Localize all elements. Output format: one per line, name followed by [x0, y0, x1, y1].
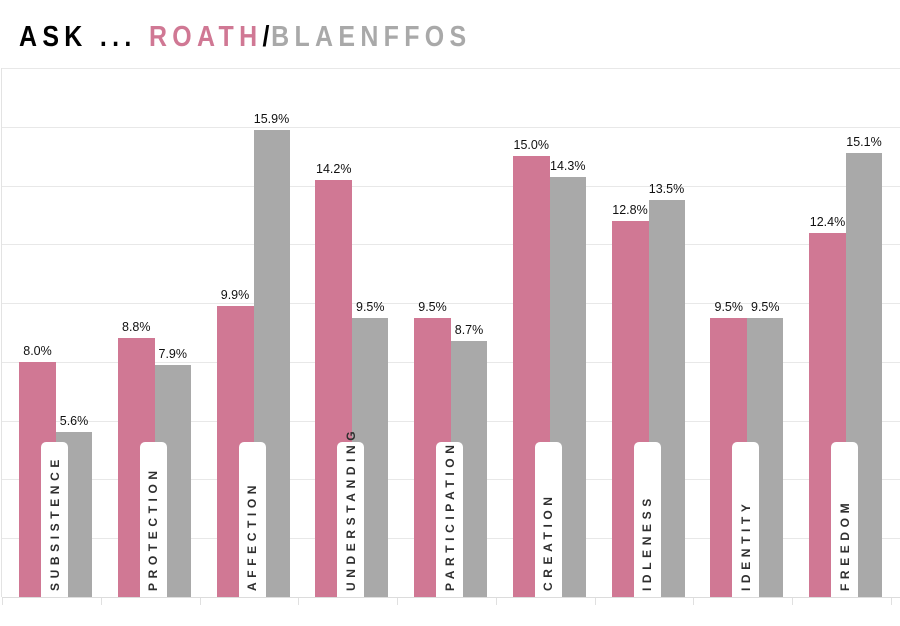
x-axis-tick: [890, 598, 892, 605]
category-label-protection: PROTECTION: [139, 442, 167, 597]
category-label-affection: AFFECTION: [238, 442, 266, 597]
title-separator: /: [262, 21, 272, 53]
x-axis-tick: [792, 598, 793, 605]
x-axis-tick: [298, 598, 300, 605]
category-label-idleness: IDLENESS: [633, 442, 661, 597]
data-label: 9.5%: [751, 299, 780, 314]
x-axis-tick: [199, 598, 201, 605]
category-label-text: UNDERSTANDING: [343, 426, 358, 591]
data-label: 12.4%: [809, 214, 846, 229]
data-label: 14.2%: [316, 161, 352, 176]
title-prefix: ASK ...: [19, 21, 149, 53]
category-label-subsistence: SUBSISTENCE: [41, 442, 68, 597]
category-label-freedom: FREEDOM: [831, 442, 858, 597]
data-label: 15.9%: [253, 111, 290, 126]
x-axis-tick: [594, 598, 596, 605]
data-label: 8.7%: [454, 323, 484, 338]
category-label-creation: CREATION: [534, 442, 562, 597]
category-label-text: IDLENESS: [640, 494, 654, 591]
category-label-text: CREATION: [541, 492, 556, 591]
data-label: 14.3%: [550, 158, 586, 173]
data-label: 9.9%: [220, 288, 250, 303]
x-axis-tick: [2, 598, 3, 605]
category-label-understanding: UNDERSTANDING: [337, 427, 365, 597]
x-axis-tick: [693, 598, 695, 605]
data-label: 9.5%: [418, 299, 447, 314]
data-label: 13.5%: [648, 182, 685, 197]
data-label: 7.9%: [158, 346, 188, 361]
gridline: [2, 126, 900, 128]
x-axis-tick: [397, 598, 398, 605]
title-series-blaenffos: BLAENFFOS: [271, 21, 472, 53]
data-label: 15.0%: [513, 138, 549, 153]
title-series-roath: ROATH: [148, 21, 263, 53]
category-label-participation: PARTICIPATION: [436, 440, 463, 597]
x-axis-baseline: [2, 597, 900, 598]
data-label: 9.5%: [356, 299, 385, 314]
data-label: 15.1%: [846, 135, 882, 150]
data-label: 8.8%: [122, 320, 151, 335]
gridline: [2, 68, 900, 69]
category-label-text: PARTICIPATION: [442, 440, 457, 591]
data-label: 12.8%: [612, 202, 648, 217]
gridline: [2, 185, 900, 187]
category-label-text: SUBSISTENCE: [47, 455, 62, 591]
data-label: 5.6%: [59, 414, 89, 429]
category-label-identity: IDENTITY: [732, 442, 760, 597]
gridline: [2, 303, 900, 305]
data-label: 9.5%: [714, 299, 744, 314]
data-label: 8.0%: [23, 343, 52, 358]
x-axis-tick: [100, 598, 102, 605]
chart-plot-area: 8.0% 5.6% SUBSISTENCE 8.8% 7.9% PROTECTION 9.9…: [1, 68, 900, 605]
category-label-text: PROTECTION: [146, 466, 161, 591]
category-label-text: FREEDOM: [837, 498, 852, 591]
category-label-text: IDENTITY: [738, 499, 753, 591]
chart-title: ASK ... ROATH/BLAENFFOS: [19, 20, 471, 54]
x-axis-tick: [495, 598, 497, 605]
gridline: [2, 244, 900, 246]
category-label-text: AFFECTION: [245, 480, 259, 591]
